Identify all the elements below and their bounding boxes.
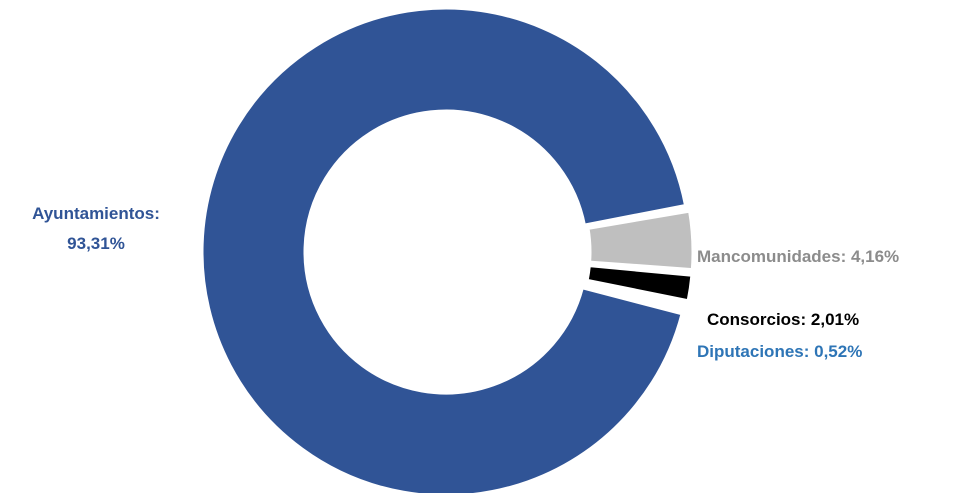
slice-mancomunidades xyxy=(586,209,695,272)
label-consorcios: Consorcios: 2,01% xyxy=(707,310,859,329)
slice-consorcios xyxy=(585,264,694,303)
label-diputaciones: Diputaciones: 0,52% xyxy=(697,342,862,361)
slice-labels: Ayuntamientos: 93,31% Mancomunidades: 4,… xyxy=(32,204,899,361)
donut-slices xyxy=(200,6,695,493)
slice-diputaciones xyxy=(584,281,689,311)
label-ayuntamientos-value: 93,31% xyxy=(67,234,125,253)
label-mancomunidades: Mancomunidades: 4,16% xyxy=(697,247,899,266)
label-ayuntamientos-name: Ayuntamientos: xyxy=(32,204,160,223)
slice-ayuntamientos xyxy=(200,6,688,493)
